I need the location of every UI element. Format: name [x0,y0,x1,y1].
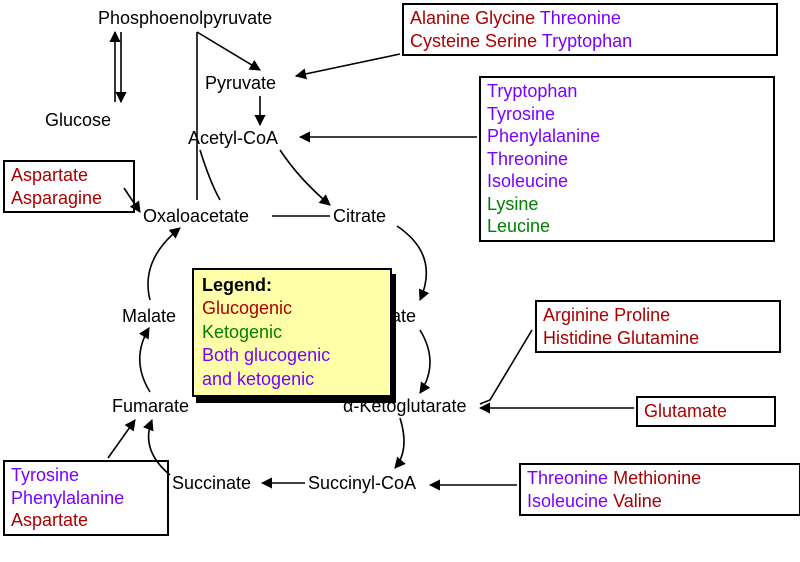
aa-name: Asparagine [11,188,102,208]
metabolite-citrate: Citrate [333,206,386,227]
aa-name: Tyrosine [11,465,79,485]
aa-name: Phenylalanine [11,488,124,508]
aa-box-to_acetylcoa: Tryptophan TyrosinePhenylalanine Threonine… [479,76,775,242]
aa-name: Threonine [540,8,621,28]
aa-line: Aspartate [11,509,161,532]
aa-name: Isoleucine [487,171,568,191]
aa-name: Phenylalanine [487,126,600,146]
aa-line: Threonine Methionine [527,467,793,490]
metabolite-glucose: Glucose [45,110,111,131]
legend-item: Glucogenic [202,297,382,320]
metabolite-acetylcoa: Acetyl-CoA [188,128,278,149]
edge-path [397,226,426,300]
metabolite-fumarate: Fumarate [112,396,189,417]
legend-item: and ketogenic [202,368,382,391]
aa-line: Tryptophan [487,80,767,103]
edge-path [200,150,220,200]
aa-line: Leucine [487,215,767,238]
legend-item: Ketogenic [202,321,382,344]
aa-name: Glutamate [644,401,727,421]
aa-name: Isoleucine [527,491,608,511]
aa-box-to_fumarate: Tyrosine PhenylalanineAspartate [3,460,169,536]
metabolite-malate: Malate [122,306,176,327]
aa-name: Tryptophan [542,31,632,51]
aa-line: Cysteine Serine Tryptophan [410,30,770,53]
edge-path [108,420,135,458]
aa-name: Glycine [475,8,535,28]
aa-line: Histidine Glutamine [543,327,773,350]
legend-item: Both glucogenic [202,344,382,367]
edge-path [395,418,404,468]
legend-box: Legend: GlucogenicKetogenicBoth glucogen… [192,268,392,397]
aa-name: Aspartate [11,510,88,530]
legend-title: Legend: [202,274,382,297]
aa-name: Cysteine [410,31,480,51]
aa-name: Arginine [543,305,609,325]
aa-line: Asparagine [11,187,127,210]
metabolite-pyruvate: Pyruvate [205,73,276,94]
aa-name: Glutamine [617,328,699,348]
aa-line: Arginine Proline [543,304,773,327]
aa-name: Lysine [487,194,538,214]
aa-box-to_succinylcoa: Threonine MethionineIsoleucine Valine [519,463,800,516]
aa-name: Serine [485,31,537,51]
aa-line: Phenylalanine [487,125,767,148]
aa-name: Valine [613,491,662,511]
aa-line: Phenylalanine [11,487,161,510]
aa-name: Tryptophan [487,81,577,101]
edge-path [197,32,260,70]
aa-name: Methionine [613,468,701,488]
aa-box-to_pyruvate: Alanine Glycine ThreonineCysteine Serine… [402,3,778,56]
aa-name: Threonine [527,468,608,488]
aa-name: Leucine [487,216,550,236]
metabolite-pep: Phosphoenolpyruvate [98,8,272,29]
aa-line: Alanine Glycine Threonine [410,7,770,30]
aa-line: Isoleucine Valine [527,490,793,513]
edge-path [296,54,400,76]
aa-line: Aspartate [11,164,127,187]
aa-box-to_akg_upper: Arginine ProlineHistidine Glutamine [535,300,781,353]
aa-name: Tyrosine [487,104,555,124]
aa-line: Threonine [487,148,767,171]
aa-line: Tyrosine [487,103,767,126]
aa-line: Tyrosine [11,464,161,487]
aa-name: Histidine [543,328,612,348]
edge-path [420,330,430,393]
edge-path [148,228,180,300]
aa-name: Proline [614,305,670,325]
aa-line: Glutamate [644,400,768,423]
aa-name: Threonine [487,149,568,169]
aa-box-to_akg_lower: Glutamate [636,396,776,427]
metabolite-akg: α-Ketoglutarate [343,396,466,417]
edge-path [140,328,150,392]
metabolite-oxaloacetate: Oxaloacetate [143,206,249,227]
aa-name: Aspartate [11,165,88,185]
edge-path [480,330,532,404]
aa-name: Alanine [410,8,470,28]
aa-box-to_oxaloacetate: Aspartate Asparagine [3,160,135,213]
metabolite-succinylcoa: Succinyl-CoA [308,473,416,494]
aa-line: Isoleucine [487,170,767,193]
aa-line: Lysine [487,193,767,216]
edge-path [280,150,330,205]
metabolite-succinate: Succinate [172,473,251,494]
